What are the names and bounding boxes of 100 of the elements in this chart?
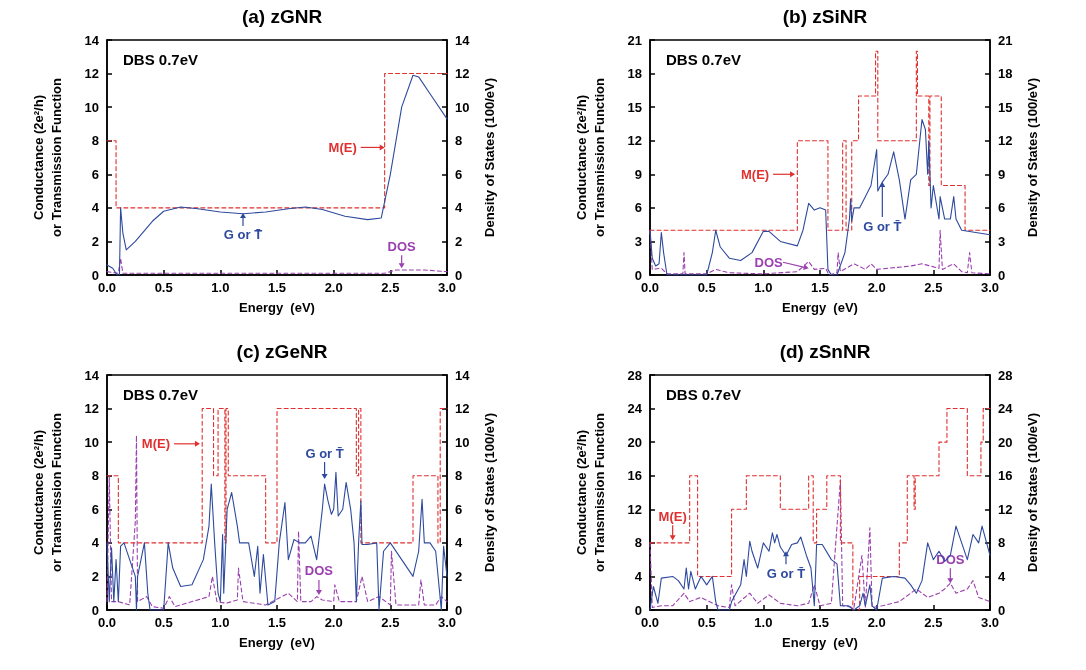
x-tick-label: 0.0 [640, 615, 660, 630]
y-tick-label: 8 [634, 535, 642, 551]
y-tick-label: 18 [627, 66, 642, 82]
chart-title: (c) zGeNR [236, 341, 328, 362]
annotation: G or T̄ [305, 445, 344, 461]
y2-axis-title: Density of States (100/eV) [481, 413, 497, 572]
annotation: DBS 0.7eV [123, 51, 199, 68]
x-tick-label: 0.5 [154, 280, 173, 295]
y2-tick-label: 8 [998, 535, 1006, 551]
y2-tick-label: 6 [455, 166, 463, 182]
y2-tick-label: 16 [998, 468, 1013, 484]
y-tick-label: 8 [91, 133, 99, 149]
y2-tick-label: 12 [998, 133, 1013, 149]
y-tick-label: 2 [91, 233, 99, 249]
y2-tick-label: 9 [998, 166, 1006, 182]
y-tick-label: 3 [634, 233, 642, 249]
chart-title: (b) zSiNR [782, 6, 868, 27]
y-tick-label: 24 [627, 401, 643, 417]
x-tick-label: 2.5 [381, 280, 400, 295]
x-tick-label: 2.5 [924, 280, 943, 295]
y2-tick-label: 20 [998, 434, 1013, 450]
y2-axis-title: Density of States (100/eV) [481, 78, 497, 237]
y-tick-label: 20 [627, 434, 642, 450]
x-tick-label: 0.5 [697, 615, 716, 630]
y2-axis-title: Density of States (100/eV) [1024, 78, 1040, 237]
annotation: M(E) [328, 139, 357, 155]
y2-tick-label: 0 [998, 602, 1006, 618]
annotation: G or T̄ [223, 227, 263, 243]
annotation: DOS [754, 254, 784, 270]
y2-tick-label: 14 [455, 367, 471, 383]
x-tick-label: 1.5 [267, 280, 287, 295]
y-tick-label: 14 [84, 367, 100, 383]
y-tick-label: 10 [84, 99, 99, 115]
x-tick-label: 1.0 [211, 280, 230, 295]
x-tick-label: 0.5 [697, 280, 716, 295]
x-tick-label: 2.0 [324, 280, 343, 295]
y-tick-label: 8 [91, 468, 99, 484]
annotation: DOS [387, 238, 417, 254]
x-tick-label: 1.5 [810, 615, 830, 630]
y-tick-label: 15 [627, 99, 642, 115]
y-tick-label: 0 [634, 267, 642, 283]
x-tick-label: 1.5 [267, 615, 287, 630]
y-tick-label: 6 [91, 501, 99, 517]
annotation: DBS 0.7eV [666, 51, 742, 68]
y-axis-title: Conductance (2e²/h) or Transmission Function [573, 77, 607, 237]
y-axis-title: Conductance (2e²/h) or Transmission Function [573, 412, 607, 572]
y-tick-label: 14 [84, 32, 100, 48]
y2-tick-label: 2 [455, 233, 463, 249]
y2-tick-label: 4 [455, 200, 463, 216]
y-tick-label: 2 [91, 568, 99, 584]
chart-title: (d) zSnNR [779, 341, 871, 362]
x-tick-label: 1.0 [211, 615, 230, 630]
x-tick-label: 2.0 [324, 615, 343, 630]
y2-tick-label: 6 [455, 501, 463, 517]
y2-tick-label: 3 [998, 233, 1006, 249]
annotation: G or T̄ [766, 565, 806, 581]
x-tick-label: 2.5 [381, 615, 400, 630]
y-tick-label: 4 [91, 535, 100, 551]
y-tick-label: 12 [84, 66, 99, 82]
x-tick-label: 3.0 [437, 615, 457, 630]
y2-tick-label: 14 [455, 32, 471, 48]
y2-tick-label: 12 [998, 501, 1013, 517]
y-tick-label: 4 [634, 568, 643, 584]
y2-tick-label: 12 [455, 66, 470, 82]
y2-tick-label: 0 [455, 602, 463, 618]
annotation: M(E) [658, 508, 687, 524]
y-tick-label: 16 [627, 468, 642, 484]
y2-tick-label: 4 [998, 568, 1006, 584]
y2-tick-label: 10 [455, 99, 470, 115]
y2-tick-label: 28 [998, 367, 1013, 383]
x-tick-label: 1.5 [810, 280, 830, 295]
x-tick-label: 2.5 [924, 615, 943, 630]
y2-tick-label: 0 [455, 267, 463, 283]
y-tick-label: 12 [627, 501, 642, 517]
x-tick-label: 3.0 [980, 615, 1000, 630]
x-axis-title: Energy (eV) [782, 635, 858, 651]
y-axis-title: Conductance (2e²/h) or Transmission Function [30, 77, 64, 237]
annotation: DBS 0.7eV [123, 386, 199, 403]
y2-tick-label: 18 [998, 66, 1013, 82]
y-axis-title: Conductance (2e²/h) or Transmission Function [30, 412, 64, 572]
x-tick-label: 0.5 [154, 615, 173, 630]
y-tick-label: 12 [627, 133, 642, 149]
x-tick-label: 3.0 [437, 280, 457, 295]
y2-tick-label: 15 [998, 99, 1013, 115]
y-tick-label: 9 [634, 166, 642, 182]
y2-tick-label: 8 [455, 133, 463, 149]
x-tick-label: 0.0 [97, 615, 117, 630]
chart-title: (a) zGNR [241, 6, 323, 27]
y-tick-label: 21 [627, 32, 642, 48]
y2-tick-label: 12 [455, 401, 470, 417]
y2-tick-label: 4 [455, 535, 463, 551]
y-tick-label: 0 [634, 602, 642, 618]
y-tick-label: 4 [91, 200, 100, 216]
y2-tick-label: 8 [455, 468, 463, 484]
y-tick-label: 6 [91, 166, 99, 182]
y2-tick-label: 0 [998, 267, 1006, 283]
y2-tick-label: 24 [998, 401, 1014, 417]
x-tick-label: 1.0 [754, 615, 773, 630]
x-tick-label: 2.0 [867, 615, 886, 630]
x-tick-label: 2.0 [867, 280, 886, 295]
